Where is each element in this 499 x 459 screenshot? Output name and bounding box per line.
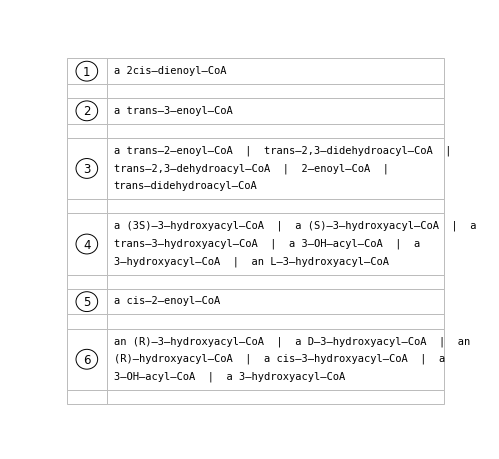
Text: (R)–hydroxyacyl–CoA  |  a cis–3–hydroxyacyl–CoA  |  a: (R)–hydroxyacyl–CoA | a cis–3–hydroxyacy… bbox=[114, 353, 445, 364]
Bar bbox=[67, 275, 107, 289]
Circle shape bbox=[76, 102, 98, 122]
Bar bbox=[107, 329, 445, 390]
Text: 3–OH–acyl–CoA  |  a 3–hydroxyacyl–CoA: 3–OH–acyl–CoA | a 3–hydroxyacyl–CoA bbox=[114, 371, 345, 381]
Bar bbox=[67, 329, 107, 390]
Circle shape bbox=[76, 350, 98, 369]
Text: a (3S)–3–hydroxyacyl–CoA  |  a (S)–3–hydroxyacyl–CoA  |  a: a (3S)–3–hydroxyacyl–CoA | a (S)–3–hydro… bbox=[114, 220, 476, 231]
Bar bbox=[67, 200, 107, 214]
Bar bbox=[107, 85, 445, 99]
Text: 3: 3 bbox=[83, 162, 90, 175]
Bar bbox=[107, 139, 445, 200]
Bar bbox=[107, 390, 445, 404]
Text: 2: 2 bbox=[83, 105, 91, 118]
Bar bbox=[107, 124, 445, 139]
Bar bbox=[67, 289, 107, 315]
Text: 1: 1 bbox=[83, 66, 91, 78]
Circle shape bbox=[76, 292, 98, 312]
Bar bbox=[107, 289, 445, 315]
Text: a 2cis–dienoyl–CoA: a 2cis–dienoyl–CoA bbox=[114, 66, 226, 76]
Circle shape bbox=[76, 235, 98, 254]
Bar bbox=[107, 315, 445, 329]
Circle shape bbox=[76, 62, 98, 82]
Text: 5: 5 bbox=[83, 296, 90, 308]
Bar bbox=[107, 99, 445, 124]
Text: a cis–2–enoyl–CoA: a cis–2–enoyl–CoA bbox=[114, 296, 220, 306]
Text: a trans–3–enoyl–CoA: a trans–3–enoyl–CoA bbox=[114, 105, 233, 115]
Bar bbox=[107, 200, 445, 214]
Text: an (R)–3–hydroxyacyl–CoA  |  a D–3–hydroxyacyl–CoA  |  an: an (R)–3–hydroxyacyl–CoA | a D–3–hydroxy… bbox=[114, 335, 470, 346]
Bar bbox=[67, 59, 107, 85]
Text: trans–3–hydroxyacyl–CoA  |  a 3–OH–acyl–CoA  |  a: trans–3–hydroxyacyl–CoA | a 3–OH–acyl–Co… bbox=[114, 238, 420, 249]
Text: 3–hydroxyacyl–CoA  |  an L–3–hydroxyacyl–CoA: 3–hydroxyacyl–CoA | an L–3–hydroxyacyl–C… bbox=[114, 256, 389, 267]
Bar bbox=[67, 85, 107, 99]
Text: trans–2,3–dehydroacyl–CoA  |  2–enoyl–CoA  |: trans–2,3–dehydroacyl–CoA | 2–enoyl–CoA … bbox=[114, 163, 389, 174]
Text: a trans–2–enoyl–CoA  |  trans–2,3–didehydroacyl–CoA  |: a trans–2–enoyl–CoA | trans–2,3–didehydr… bbox=[114, 145, 451, 155]
Bar bbox=[67, 214, 107, 275]
Bar bbox=[67, 124, 107, 139]
Bar bbox=[67, 99, 107, 124]
Bar bbox=[107, 59, 445, 85]
Text: 6: 6 bbox=[83, 353, 91, 366]
Bar bbox=[67, 139, 107, 200]
Bar bbox=[67, 315, 107, 329]
Bar bbox=[107, 214, 445, 275]
Circle shape bbox=[76, 159, 98, 179]
Text: 4: 4 bbox=[83, 238, 91, 251]
Bar bbox=[107, 275, 445, 289]
Bar bbox=[67, 390, 107, 404]
Text: trans–didehydroacyl–CoA: trans–didehydroacyl–CoA bbox=[114, 181, 257, 190]
